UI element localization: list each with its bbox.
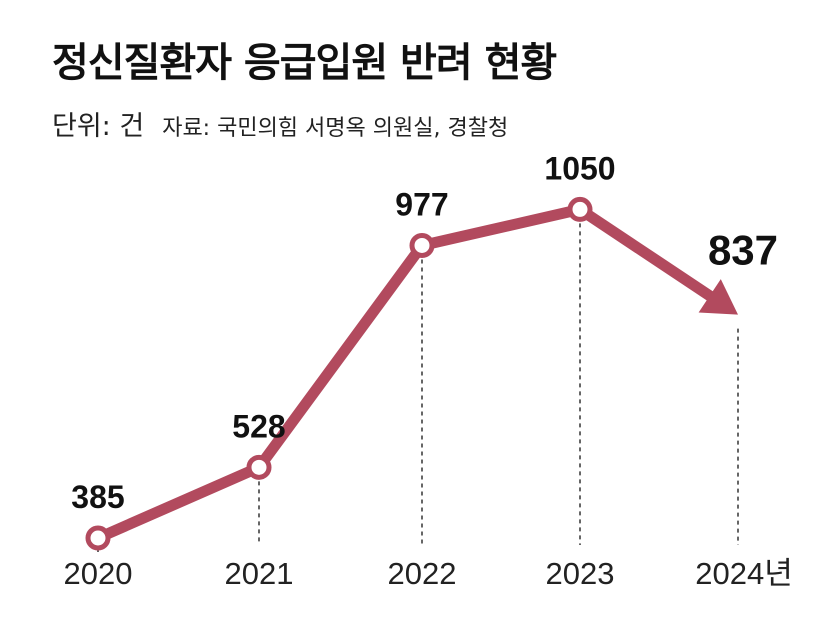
data-label-2022: 977 [395, 186, 448, 222]
x-tick-label-1: 2021 [225, 556, 294, 591]
data-label-2024년: 837 [708, 227, 778, 274]
data-label-2023: 1050 [544, 150, 615, 186]
x-tick-label-2: 2022 [388, 556, 457, 591]
chart-title: 정신질환자 응급입원 반려 현황 [52, 40, 557, 86]
x-tick-label-4: 2024년 [695, 556, 792, 591]
data-point-2023 [567, 196, 593, 222]
x-tick-label-3: 2023 [546, 556, 615, 591]
source-label: 자료: 국민의힘 서명옥 의원실, 경찰청 [162, 116, 509, 141]
data-point-2020 [85, 525, 111, 551]
data-label-2021: 528 [232, 408, 285, 444]
unit-label: 단위: 건 [52, 111, 145, 142]
x-tick-label-0: 2020 [64, 556, 133, 591]
data-label-2020: 385 [71, 479, 124, 515]
trend-arrowhead [698, 279, 738, 315]
data-point-2022 [409, 232, 435, 258]
data-point-2021 [246, 454, 272, 480]
series-line [92, 203, 721, 544]
chart-subtitle: 단위: 건 자료: 국민의힘 서명옥 의원실, 경찰청 [52, 104, 508, 143]
